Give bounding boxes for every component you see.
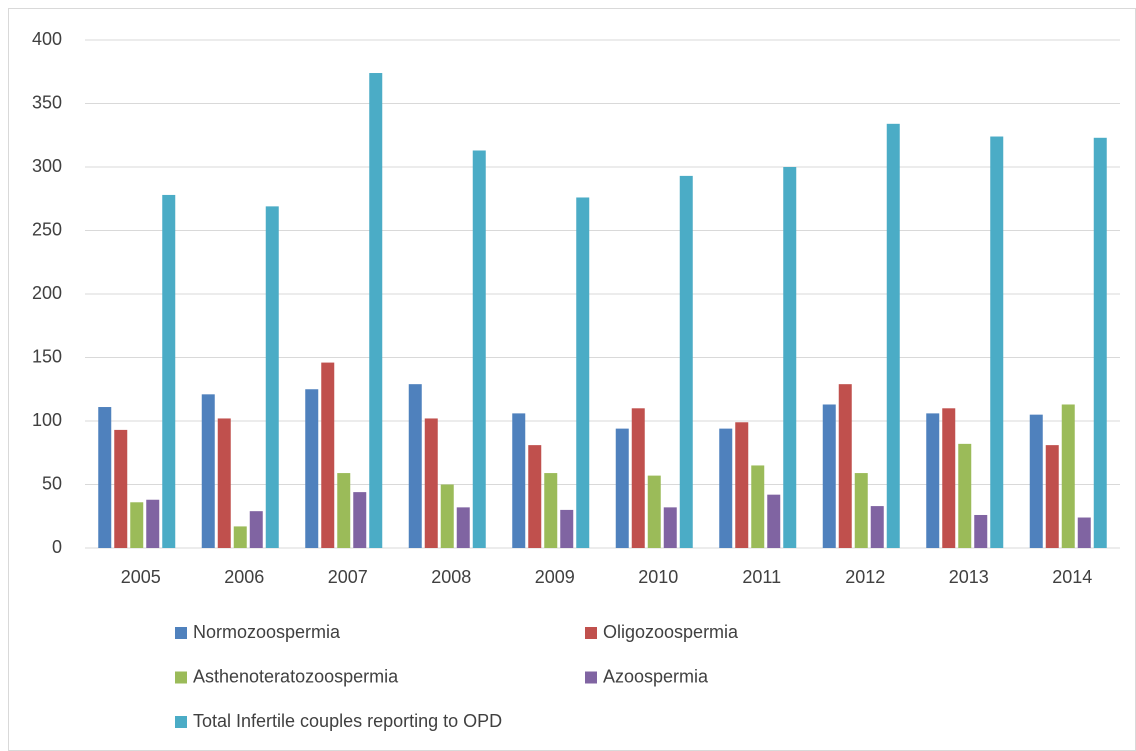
x-tick-label: 2014 [1052, 567, 1092, 587]
bar [1077, 517, 1091, 548]
legend-swatch [175, 627, 187, 639]
bar [942, 408, 956, 548]
legend-swatch [175, 671, 187, 684]
bar [1029, 414, 1043, 548]
legend-label: Total Infertile couples reporting to OPD [193, 711, 502, 731]
bar [265, 206, 279, 548]
legend-swatch [585, 627, 597, 639]
y-tick-label: 150 [32, 346, 62, 366]
bar [751, 465, 765, 548]
bar [870, 506, 884, 548]
bar [631, 408, 645, 548]
bar [440, 484, 454, 548]
bar [1061, 404, 1075, 548]
bar [663, 507, 677, 548]
bar [990, 136, 1004, 548]
bar [337, 473, 351, 548]
legend-swatch [585, 671, 597, 684]
bar [615, 428, 629, 548]
bar [305, 389, 319, 548]
bar [1093, 137, 1107, 549]
y-tick-label: 50 [42, 473, 62, 493]
y-tick-label: 400 [32, 29, 62, 49]
legend-label: Asthenoteratozoospermia [193, 666, 399, 686]
y-tick-label: 100 [32, 410, 62, 430]
bar [369, 73, 383, 549]
bar [249, 511, 263, 548]
x-tick-label: 2011 [742, 567, 781, 587]
legend-label: Normozoospermia [193, 622, 341, 642]
x-tick-label: 2008 [431, 567, 471, 587]
bar [162, 194, 176, 548]
bar [146, 499, 160, 548]
bar [854, 473, 868, 548]
bar [974, 514, 988, 548]
bar [321, 362, 335, 548]
bar [647, 475, 661, 548]
bar [201, 394, 215, 548]
bar [560, 509, 574, 548]
chart-frame [8, 8, 1136, 751]
bar [114, 429, 128, 548]
bar [1045, 445, 1059, 548]
x-tick-label: 2010 [638, 567, 678, 587]
bar [886, 123, 900, 548]
bar [217, 418, 231, 548]
bar [544, 473, 558, 548]
bar [822, 404, 836, 548]
legend-swatch [175, 716, 187, 728]
bar [679, 175, 693, 548]
x-tick-label: 2012 [845, 567, 885, 587]
x-tick-label: 2013 [949, 567, 989, 587]
bar [958, 443, 972, 548]
bar [528, 445, 542, 548]
bar [719, 428, 733, 548]
bar [926, 413, 940, 548]
bar [838, 384, 852, 548]
bar [576, 197, 590, 549]
bar [472, 150, 486, 549]
y-tick-label: 200 [32, 283, 62, 303]
legend-label: Azoospermia [603, 666, 709, 686]
bar [783, 167, 797, 548]
bar [512, 413, 526, 548]
y-tick-label: 250 [32, 219, 62, 239]
legend-label: Oligozoospermia [603, 622, 739, 642]
y-tick-label: 300 [32, 156, 62, 176]
x-tick-label: 2006 [224, 567, 264, 587]
bar [98, 407, 112, 548]
x-tick-label: 2009 [535, 567, 575, 587]
bar [767, 494, 781, 548]
y-tick-label: 0 [52, 537, 62, 557]
x-tick-label: 2005 [121, 567, 161, 587]
bar [735, 422, 749, 548]
bar [233, 526, 247, 548]
bar [408, 384, 422, 548]
bar [456, 507, 470, 548]
bar [353, 492, 367, 548]
bar [424, 418, 438, 548]
bar [130, 502, 144, 548]
y-tick-label: 350 [32, 92, 62, 112]
x-tick-label: 2007 [328, 567, 368, 587]
